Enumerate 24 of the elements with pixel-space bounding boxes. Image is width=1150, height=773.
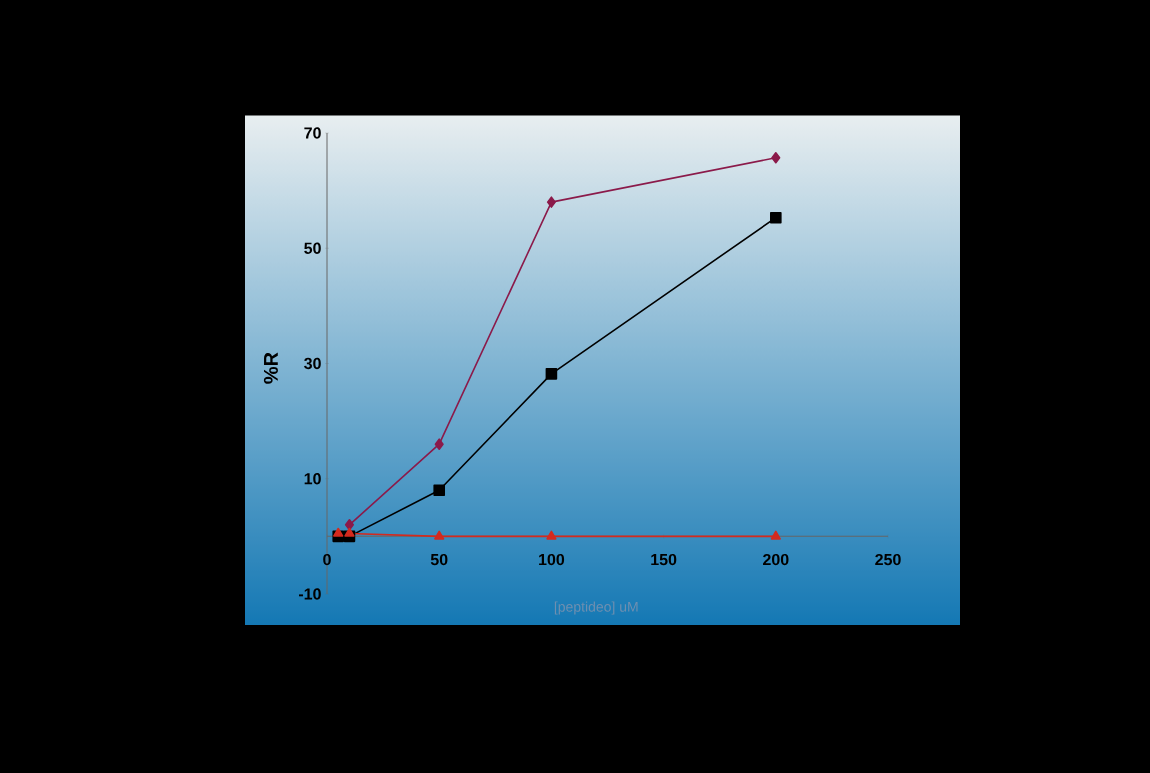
point [771, 151, 781, 164]
y-tick-label: 10 [304, 473, 321, 485]
x-axis-title: [peptideo] uM [554, 601, 638, 615]
point [770, 530, 781, 540]
y-tick-label: 50 [304, 242, 321, 254]
y-tick-label: 30 [304, 357, 321, 370]
point [344, 527, 355, 537]
y-axis-title: %R [263, 352, 278, 384]
point [333, 527, 344, 537]
point [546, 530, 557, 540]
point [434, 530, 445, 540]
y-tick-label: 70 [304, 127, 321, 139]
point [770, 211, 782, 224]
x-tick-label: 50 [430, 553, 448, 566]
point [545, 368, 558, 380]
point [433, 484, 446, 497]
point [434, 438, 444, 450]
x-tick-label: 0 [323, 553, 331, 566]
x-tick-label: 150 [651, 553, 677, 566]
x-tick-label: 100 [539, 553, 565, 566]
point [546, 196, 556, 208]
y-tick-label: -10 [298, 588, 321, 600]
x-tick-label: 250 [875, 553, 901, 566]
x-tick-label: 200 [763, 553, 789, 566]
